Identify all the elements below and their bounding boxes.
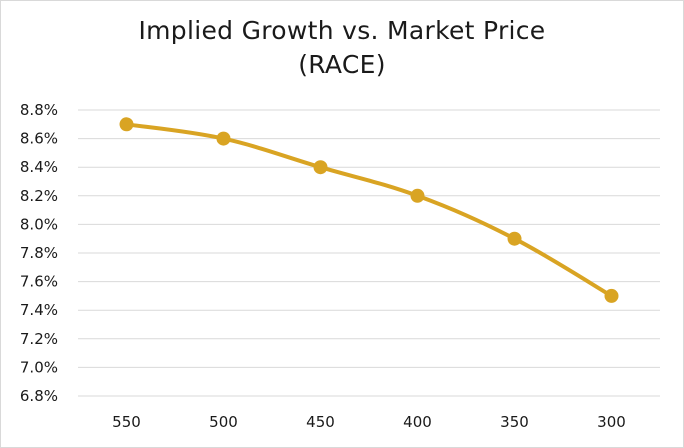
data-point: [604, 288, 619, 303]
y-tick-label: 8.0%: [20, 215, 58, 233]
y-tick-label: 8.6%: [20, 130, 58, 148]
x-tick-label: 500: [209, 413, 238, 431]
y-tick-label: 8.8%: [20, 101, 58, 119]
y-tick-label: 7.4%: [20, 301, 58, 319]
y-tick-label: 8.2%: [20, 187, 58, 205]
series-line: [124, 122, 614, 298]
y-tick-label: 6.8%: [20, 387, 58, 405]
x-tick-label: 550: [112, 413, 141, 431]
x-tick-label: 400: [403, 413, 432, 431]
data-point: [313, 160, 328, 175]
y-tick-label: 8.4%: [20, 158, 58, 176]
y-tick-label: 7.2%: [20, 330, 58, 348]
y-tick-label: 7.0%: [20, 358, 58, 376]
data-point: [119, 117, 134, 132]
chart-title-main: Implied Growth vs. Market Price: [138, 16, 546, 45]
chart-title: Implied Growth vs. Market Price (RACE): [0, 14, 684, 82]
data-point: [507, 231, 522, 246]
data-point: [410, 188, 425, 203]
data-point: [216, 131, 231, 146]
y-tick-label: 7.8%: [20, 244, 58, 262]
x-tick-label: 450: [306, 413, 335, 431]
x-tick-label: 300: [597, 413, 626, 431]
chart-subtitle: (RACE): [298, 50, 386, 79]
y-tick-label: 7.6%: [20, 273, 58, 291]
x-tick-label: 350: [500, 413, 529, 431]
